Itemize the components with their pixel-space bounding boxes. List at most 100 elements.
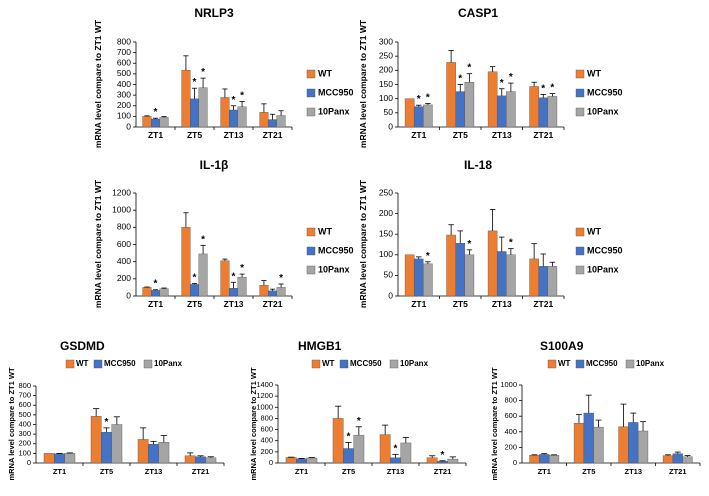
y-tick-label: 600: [18, 400, 31, 409]
bar-wt: [285, 457, 297, 464]
y-tick-label: 800: [117, 36, 131, 46]
bar-10panx: [353, 434, 365, 464]
y-axis-label: mRNA level compare to ZT1 WT: [93, 19, 103, 148]
bar-10panx: [400, 442, 412, 464]
bar-mcc950: [672, 453, 683, 464]
legend-swatch-wt: [306, 69, 316, 79]
y-tick-label: 250: [379, 50, 393, 60]
bar-wt: [142, 116, 152, 128]
significance-star: *: [357, 416, 361, 427]
legend-label: MCC950: [586, 359, 618, 368]
bar-mcc950: [296, 458, 307, 464]
bar-10panx: [237, 106, 247, 128]
legend-label: MCC950: [587, 87, 623, 97]
significance-star: *: [500, 78, 504, 89]
bar-10panx: [198, 87, 208, 128]
significance-star: *: [441, 450, 445, 461]
y-tick-label: 400: [117, 256, 131, 266]
y-tick-label: 600: [117, 58, 131, 68]
x-tick-label: ZT1: [295, 467, 308, 476]
bar-wt: [142, 287, 152, 297]
bar-mcc950: [101, 432, 112, 464]
y-axis-label: mRNA level compare to ZT1 WT: [358, 19, 368, 148]
y-axis-label: mRNA level compare to ZT1 WT: [7, 367, 16, 480]
legend-label: MCC950: [587, 245, 623, 255]
bar-mcc950: [151, 290, 160, 297]
y-tick-label: 0: [269, 458, 273, 467]
bar-mcc950: [343, 448, 354, 464]
bar-wt: [618, 426, 629, 464]
y-tick-label: 1400: [256, 380, 273, 389]
legend-swatch-wt: [575, 69, 585, 79]
bar-wt: [662, 455, 674, 464]
bar-mcc950: [455, 243, 466, 297]
chart-il1b: IL-1β mRNA level compare to ZT1 WT 0 200 400…: [93, 158, 354, 309]
y-tick-label: 400: [260, 436, 273, 445]
y-tick-label: 1000: [500, 380, 517, 389]
y-tick-label: 800: [504, 396, 517, 405]
bar-10panx: [159, 288, 169, 297]
significance-star: *: [154, 279, 158, 290]
y-tick-label: 500: [18, 410, 31, 419]
x-tick-label: ZT1: [411, 130, 426, 140]
x-tick-label: ZT21: [192, 467, 210, 476]
significance-star: *: [105, 417, 109, 428]
bar-mcc950: [190, 98, 199, 128]
y-tick-label: 150: [379, 228, 393, 238]
legend-swatch-mcc950: [306, 246, 316, 256]
legend-label: MCC950: [318, 87, 354, 97]
bar-wt: [404, 254, 415, 297]
significance-star: *: [458, 74, 462, 85]
chart-title: S100A9: [540, 339, 584, 353]
y-tick-label: 200: [18, 439, 31, 448]
x-tick-label: ZT1: [411, 299, 426, 309]
x-tick-label: ZT13: [387, 467, 405, 476]
x-tick-label: ZT21: [669, 467, 687, 476]
bar-mcc950: [390, 457, 401, 464]
bar-wt: [487, 230, 498, 297]
y-tick-label: 0: [126, 290, 131, 300]
y-tick-label: 400: [18, 419, 31, 428]
bar-wt: [43, 453, 55, 464]
bar-mcc950: [539, 454, 550, 464]
y-tick-label: 1200: [256, 391, 273, 400]
legend: WT MCC950 10Panx: [306, 68, 354, 116]
legend-swatch-wt: [65, 359, 75, 369]
bar-mcc950: [413, 106, 424, 128]
x-tick-label: ZT5: [187, 299, 202, 309]
bar-mcc950: [54, 453, 65, 464]
x-tick-label: ZT21: [263, 130, 283, 140]
chart-title: IL-1β: [200, 158, 229, 172]
legend-swatch-10panx: [143, 359, 153, 369]
y-tick-label: 800: [18, 381, 31, 390]
bar-10panx: [447, 458, 459, 464]
y-tick-label: 700: [117, 47, 131, 57]
chart-title: CASP1: [458, 6, 498, 20]
y-axis-label: mRNA level compare to ZT1 WT: [249, 367, 258, 480]
bar-10panx: [198, 253, 208, 297]
bar-10panx: [237, 276, 247, 297]
x-tick-label: ZT13: [224, 299, 244, 309]
legend-swatch-10panx: [389, 359, 399, 369]
x-tick-label: ZT21: [434, 467, 452, 476]
bar-10panx: [111, 424, 123, 464]
bar-mcc950: [455, 91, 466, 128]
significance-star: *: [467, 63, 471, 74]
bar-10panx: [637, 430, 649, 464]
y-tick-label: 600: [504, 411, 517, 420]
y-tick-label: 300: [18, 429, 31, 438]
x-tick-label: ZT1: [538, 467, 551, 476]
bar-wt: [220, 260, 230, 297]
legend-swatch-mcc950: [93, 359, 103, 369]
x-tick-label: ZT5: [582, 467, 595, 476]
bar-wt: [259, 285, 269, 297]
chart-title: HMGB1: [298, 339, 342, 353]
bar-10panx: [306, 457, 318, 464]
chart-hmgb1: HMGB1 mRNA level compare to ZT1 WT 0 200 400…: [249, 339, 467, 481]
legend-swatch-mcc950: [575, 88, 585, 98]
x-tick-label: ZT5: [187, 130, 202, 140]
y-tick-label: 200: [117, 273, 131, 283]
bar-wt: [259, 112, 269, 128]
legend-swatch-10panx: [575, 107, 585, 117]
significance-star: *: [467, 239, 471, 250]
